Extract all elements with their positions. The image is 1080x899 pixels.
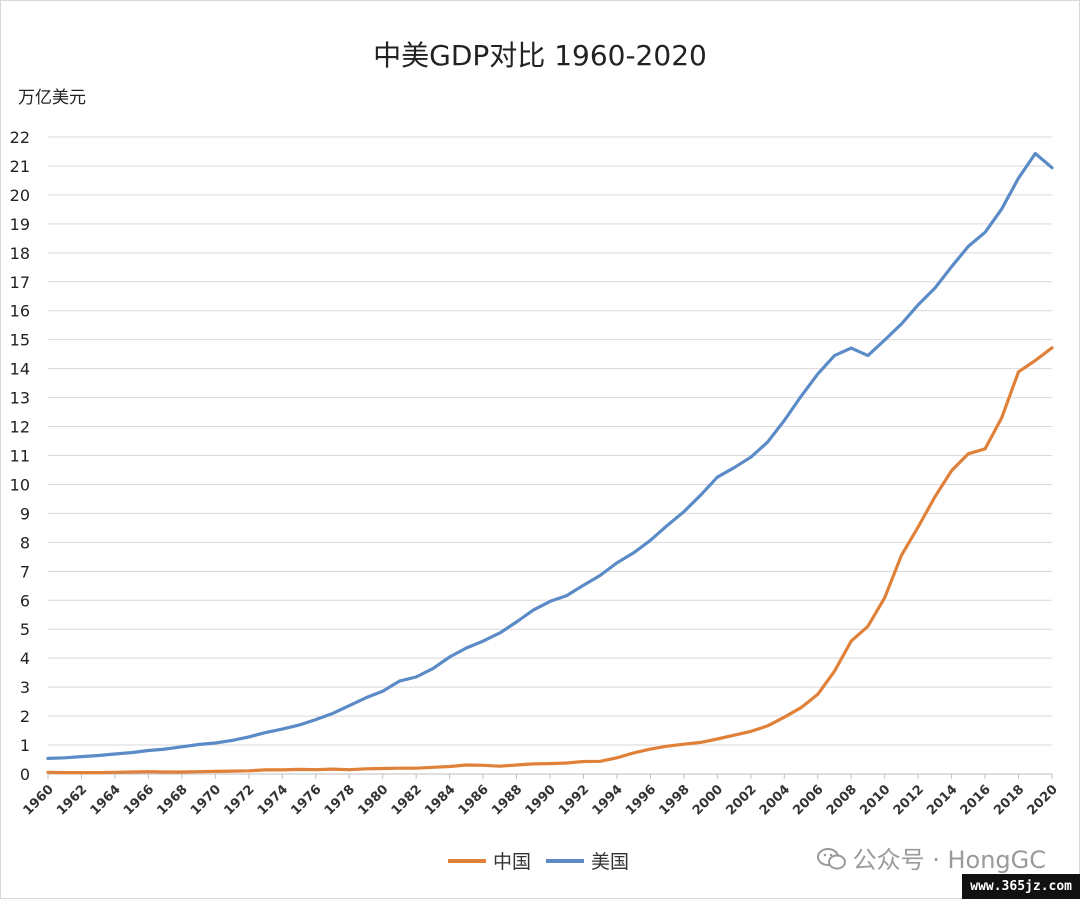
y-tick-label: 17: [10, 273, 30, 292]
y-tick-label: 21: [10, 157, 30, 176]
series-line-china: [46, 346, 1054, 775]
y-tick-label: 11: [10, 447, 30, 466]
x-tick-label: 1966: [121, 782, 157, 818]
y-tick-label: 3: [20, 678, 30, 697]
y-tick-label: 10: [10, 475, 30, 494]
x-tick-label: 2002: [723, 782, 759, 818]
x-tick-label: 1962: [54, 782, 90, 818]
x-tick-label: 1980: [355, 782, 391, 818]
x-tick-label: 1990: [523, 782, 559, 818]
y-tick-label: 4: [20, 649, 30, 668]
y-tick-label: 2: [20, 707, 30, 726]
x-axis-ticks: 1960196219641966196819701972197419761978…: [21, 774, 1061, 818]
y-tick-label: 19: [10, 215, 30, 234]
x-tick-label: 2016: [958, 782, 994, 818]
series-lines: [46, 151, 1054, 775]
x-tick-label: 1986: [456, 782, 492, 818]
y-tick-label: 6: [20, 591, 30, 610]
x-tick-label: 2000: [690, 782, 726, 818]
x-tick-label: 1974: [255, 782, 291, 818]
x-tick-label: 1960: [21, 782, 57, 818]
x-tick-label: 1992: [556, 782, 592, 818]
watermark-text: 公众号 · HongGC: [852, 846, 1046, 874]
x-tick-label: 1996: [623, 782, 659, 818]
y-tick-label: 0: [20, 765, 30, 784]
y-tick-label: 15: [10, 331, 30, 350]
series-line-usa: [46, 151, 1054, 761]
site-badge: www.365jz.com: [962, 874, 1080, 899]
y-tick-label: 14: [10, 360, 30, 379]
y-tick-label: 7: [20, 562, 30, 581]
x-tick-label: 1982: [389, 782, 425, 818]
x-tick-label: 1988: [489, 782, 525, 818]
y-tick-label: 18: [10, 244, 30, 263]
x-tick-label: 1994: [590, 782, 626, 818]
x-tick-label: 1970: [188, 782, 224, 818]
y-tick-label: 22: [10, 128, 30, 147]
watermark: 公众号 · HongGC: [816, 840, 1046, 875]
x-tick-label: 1978: [322, 782, 358, 818]
y-tick-label: 1: [20, 736, 30, 755]
gridlines: [48, 136, 1052, 775]
x-tick-label: 2012: [891, 782, 927, 818]
legend-label-china: 中国: [493, 851, 531, 873]
y-tick-label: 13: [10, 389, 30, 408]
legend: 中国 美国: [448, 851, 629, 873]
x-tick-label: 2006: [790, 782, 826, 818]
x-tick-label: 1976: [288, 782, 324, 818]
y-axis-unit-label: 万亿美元: [18, 88, 86, 108]
legend-label-usa: 美国: [591, 851, 629, 873]
x-tick-label: 1968: [155, 782, 191, 818]
y-tick-label: 12: [10, 418, 30, 437]
x-tick-label: 2008: [824, 782, 860, 818]
y-tick-label: 9: [20, 504, 30, 523]
y-tick-label: 5: [20, 620, 30, 639]
y-tick-label: 16: [10, 302, 30, 321]
y-tick-label: 8: [20, 533, 30, 552]
x-tick-label: 1972: [221, 782, 257, 818]
wechat-icon: [816, 848, 846, 870]
x-tick-label: 2004: [757, 782, 793, 818]
x-tick-label: 2014: [924, 782, 960, 818]
x-tick-label: 2020: [1025, 782, 1061, 818]
x-tick-label: 2010: [857, 782, 893, 818]
x-tick-label: 1964: [88, 782, 124, 818]
chart-title: 中美GDP对比 1960-2020: [373, 39, 707, 72]
y-tick-label: 20: [10, 186, 30, 205]
x-tick-label: 1998: [657, 782, 693, 818]
x-tick-label: 2018: [991, 782, 1027, 818]
x-tick-label: 1984: [422, 782, 458, 818]
